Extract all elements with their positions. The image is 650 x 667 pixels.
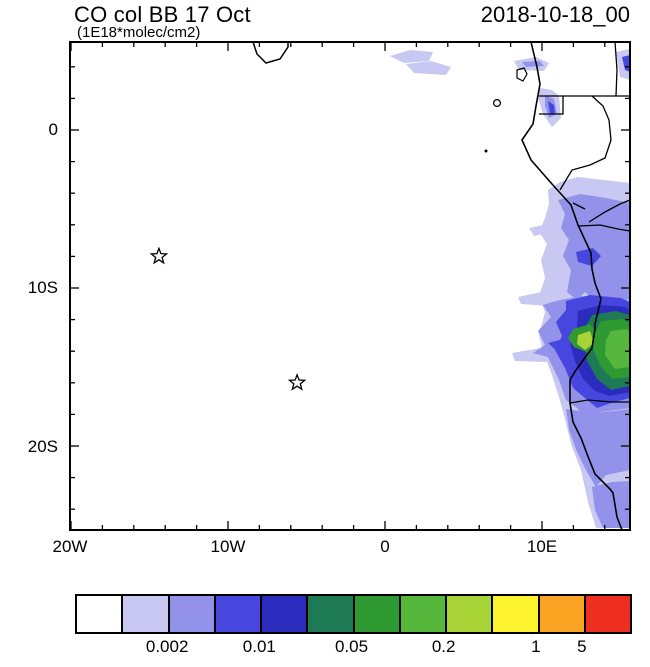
plot-frame (69, 41, 631, 531)
colorbar-labels: 0.002 0.01 0.05 0.2 1 5 (75, 637, 628, 659)
island-annobon (484, 149, 488, 153)
colorbar-cell (398, 596, 445, 632)
colorbar-cell (121, 596, 168, 632)
station-star-markers (149, 246, 307, 391)
country-borders (539, 42, 630, 404)
star-marker (287, 372, 307, 391)
colorbar-cell (537, 596, 584, 632)
colorbar-tick-label: 5 (577, 637, 587, 656)
colorbar (75, 594, 632, 634)
colorbar-cell (77, 596, 122, 632)
colorbar-tick-label: 0.002 (145, 637, 189, 656)
star-marker (149, 246, 169, 265)
plot-title: CO col BB 17 Oct (74, 2, 251, 27)
x-tick-label-10w: 10W (210, 537, 246, 556)
y-tick-label-10s: 10S (27, 278, 58, 297)
island-bioko (516, 67, 528, 82)
coastline-cape (252, 42, 289, 64)
colorbar-cell (583, 596, 630, 632)
colorbar-cell (491, 596, 538, 632)
x-tick-label-0: 0 (380, 537, 390, 556)
colorbar-tick-label: 1 (531, 637, 541, 656)
plot-units: (1E18*molec/cm2) (77, 24, 201, 41)
island-sao-tome (493, 98, 502, 107)
colorbar-cell (167, 596, 214, 632)
colorbar-cell (352, 596, 399, 632)
x-tick-label-10e: 10E (526, 537, 558, 556)
colorbar-tick-label: 0.2 (431, 637, 456, 656)
colorbar-cell (306, 596, 353, 632)
colorbar-tick-label: 0.01 (242, 637, 276, 656)
axis-ticks (70, 42, 630, 530)
y-tick-label-20s: 20S (27, 437, 58, 456)
geography (252, 42, 630, 530)
colorbar-cell (260, 596, 307, 632)
x-tick-label-20w: 20W (52, 537, 88, 556)
coastline (521, 42, 623, 530)
co-shading (390, 49, 630, 528)
colorbar-tick-label: 0.05 (334, 637, 369, 656)
colorbar-cell (445, 596, 492, 632)
y-tick-label-0: 0 (48, 120, 58, 139)
model-valid-time: 2018-10-18_00 (480, 2, 630, 27)
colorbar-cell (213, 596, 260, 632)
